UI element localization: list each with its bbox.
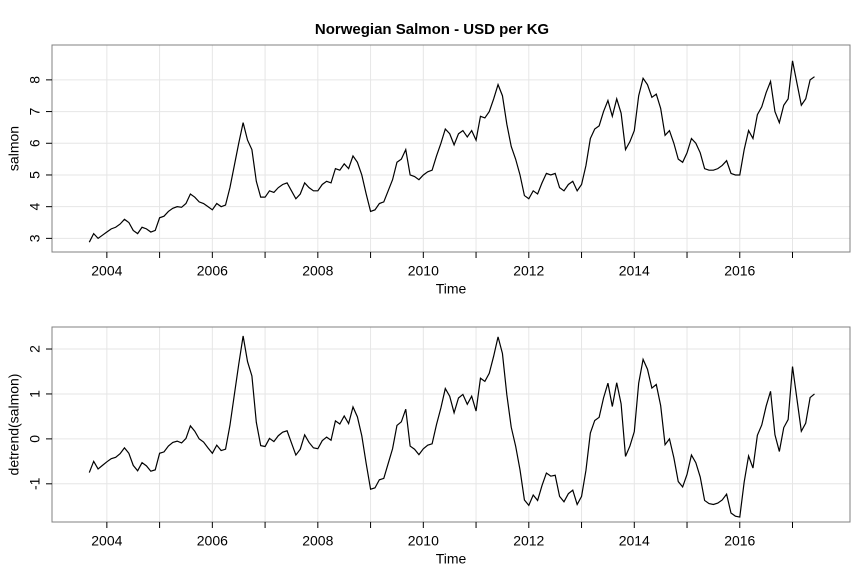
y-tick-label: 7 — [27, 107, 43, 115]
chart-title: Norwegian Salmon - USD per KG — [315, 21, 549, 38]
y-tick-label: 8 — [27, 76, 43, 84]
x-tick-label: 2004 — [91, 533, 122, 549]
x-axis-label: Time — [436, 551, 467, 567]
x-tick-label: 2016 — [724, 533, 755, 549]
x-tick-label: 2016 — [724, 263, 755, 279]
x-tick-label: 2010 — [408, 533, 439, 549]
plot-frame — [51, 326, 851, 523]
y-tick-label: 4 — [27, 203, 43, 211]
y-tick-label: 6 — [27, 139, 43, 147]
y-axis-label: detrend(salmon) — [6, 374, 22, 476]
y-tick-label: 2 — [27, 345, 43, 353]
y-tick-label: 1 — [27, 390, 43, 398]
x-tick-label: 2006 — [197, 533, 228, 549]
x-tick-label: 2004 — [91, 263, 122, 279]
y-axis-label: salmon — [6, 126, 22, 171]
x-tick-label: 2014 — [619, 263, 650, 279]
x-tick-label: 2014 — [619, 533, 650, 549]
x-tick-label: 2008 — [302, 533, 333, 549]
x-tick-label: 2008 — [302, 263, 333, 279]
y-tick-label: 0 — [27, 435, 43, 443]
y-tick-label: 5 — [27, 171, 43, 179]
plot-frame — [51, 44, 851, 253]
x-tick-label: 2010 — [408, 263, 439, 279]
y-tick-label: -1 — [27, 477, 43, 490]
x-axis-label: Time — [436, 281, 467, 297]
series-line — [88, 335, 815, 518]
series-line — [88, 60, 815, 243]
y-tick-label: 3 — [27, 234, 43, 242]
x-tick-label: 2006 — [197, 263, 228, 279]
x-tick-label: 2012 — [513, 263, 544, 279]
x-tick-label: 2012 — [513, 533, 544, 549]
